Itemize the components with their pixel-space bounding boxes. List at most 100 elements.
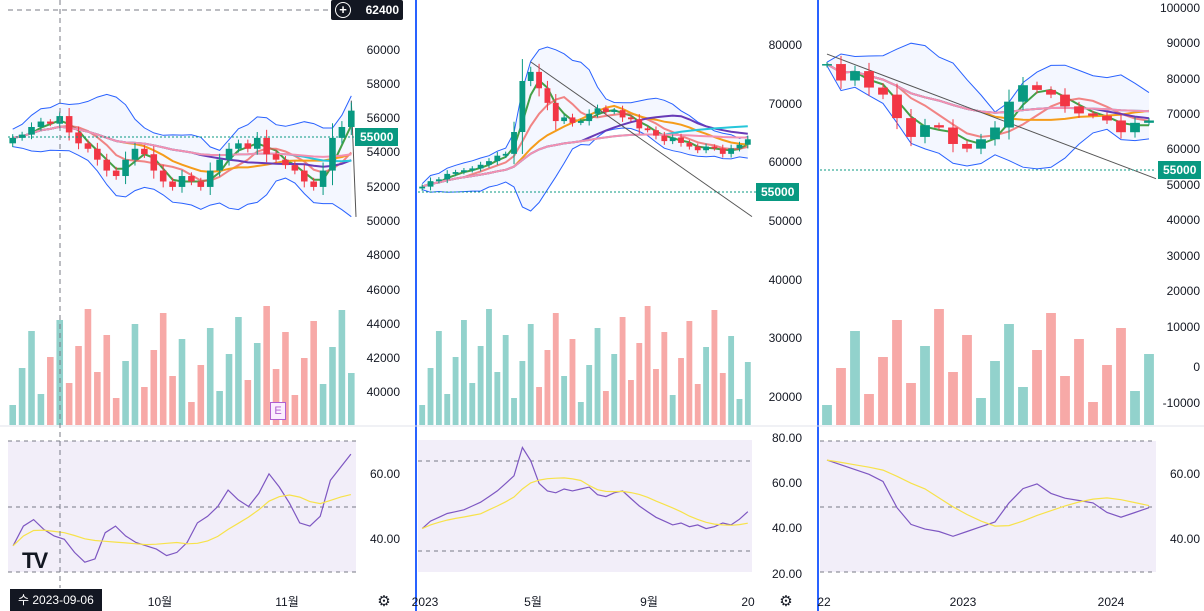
volume-bar (291, 395, 299, 425)
pane2-settings-gear-icon[interactable]: ⚙ (779, 593, 793, 610)
candle (602, 108, 609, 112)
candle (272, 154, 280, 160)
volume-bar (544, 350, 551, 425)
trend-line (530, 61, 753, 218)
candle (1102, 115, 1112, 121)
price-axis-label: 40000 (769, 273, 803, 287)
rsi-axis-label: 40.00 (370, 532, 400, 546)
earnings-marker[interactable]: E (270, 402, 286, 420)
candle (990, 127, 1000, 140)
price-axis-label: 20000 (1167, 284, 1201, 298)
volume-bar (511, 398, 517, 425)
rsi-signal-line (12, 494, 352, 547)
volume-bar (94, 372, 101, 425)
rsi-signal-line (421, 477, 748, 530)
candle (1116, 120, 1126, 133)
candle (719, 148, 726, 154)
bollinger-upper-line (12, 93, 352, 151)
candle (1088, 113, 1098, 116)
candle (103, 159, 111, 171)
candle (469, 168, 476, 171)
volume-bar (661, 332, 668, 425)
candle (477, 164, 484, 169)
price-axis-label: 20000 (769, 390, 803, 404)
candle (225, 148, 233, 160)
price-axis-label: 56000 (367, 111, 401, 125)
candle (678, 137, 684, 143)
volume-bar (836, 368, 846, 425)
candle (338, 126, 346, 138)
volume-bar (319, 384, 327, 425)
volume-bar (131, 324, 139, 425)
candle (569, 117, 576, 123)
candle (934, 125, 944, 128)
volume-bar (122, 361, 129, 425)
candle (486, 161, 492, 165)
candle (864, 71, 874, 88)
price-axis-label: 10000 (1167, 320, 1201, 334)
volume-bar (1102, 365, 1112, 425)
candle (527, 71, 534, 81)
candle (536, 71, 542, 89)
volume-bar (47, 357, 54, 425)
volume-bar (427, 368, 434, 425)
volume-bar (744, 362, 751, 425)
rsi-axis-label: 60.00 (370, 467, 400, 481)
candle (84, 143, 92, 149)
candle (75, 132, 82, 144)
price-axis-label: 46000 (367, 283, 401, 297)
candle (282, 159, 289, 166)
pane1-settings-gear-icon[interactable]: ⚙ (377, 593, 391, 610)
time-axis-label: 11월 (275, 595, 299, 609)
price-axis-label: 80000 (1167, 72, 1201, 86)
pane-3: 1000009000080000700006000050000400003000… (817, 1, 1200, 609)
rsi-axis-label: 40.00 (1170, 532, 1200, 546)
bollinger-band-fill (827, 43, 1149, 169)
volume-bar (1004, 324, 1014, 425)
volume-bar (628, 380, 634, 425)
pane2-current-price-tag: 55000 (756, 183, 800, 201)
volume-bar (28, 331, 35, 425)
candle (452, 172, 459, 174)
candle (611, 110, 618, 112)
bollinger-band-fill (12, 94, 352, 217)
candle (1046, 89, 1056, 95)
price-axis-label: 60000 (367, 43, 401, 57)
volume-bar (948, 372, 958, 425)
candle (197, 181, 205, 187)
candle (65, 116, 73, 133)
volume-bar (990, 361, 1000, 425)
candle (159, 170, 167, 182)
candle (836, 64, 846, 81)
volume-bar (976, 398, 986, 425)
add-alert-icon[interactable]: + (335, 2, 351, 18)
volume-bar (141, 387, 148, 425)
volume-bar (435, 331, 442, 425)
volume-bar (1032, 350, 1042, 425)
volume-bar (225, 354, 233, 425)
volume-bar (1130, 391, 1140, 425)
price-axis-label: 52000 (367, 180, 401, 194)
volume-bar (694, 384, 701, 425)
volume-bar (452, 357, 459, 425)
candle (686, 142, 693, 147)
volume-bar (686, 321, 693, 425)
crosshair-price-pill[interactable]: + 62400 (331, 0, 403, 20)
candle (703, 146, 709, 151)
volume-bar (678, 358, 684, 425)
volume-bar (906, 383, 916, 425)
ma-240-line (421, 133, 748, 188)
candle (178, 176, 186, 187)
candle (544, 88, 551, 103)
volume-bar (188, 402, 195, 425)
candle (435, 179, 442, 182)
candle (511, 132, 517, 154)
price-axis-label: 100000 (1160, 1, 1200, 15)
price-axis-label: 44000 (367, 317, 401, 331)
volume-bar (602, 391, 609, 425)
volume-bar (329, 347, 336, 425)
tradingview-logo-icon: TV (22, 548, 48, 573)
ma-5-line (421, 78, 749, 188)
rsi-line (421, 446, 749, 530)
candle (711, 146, 718, 149)
